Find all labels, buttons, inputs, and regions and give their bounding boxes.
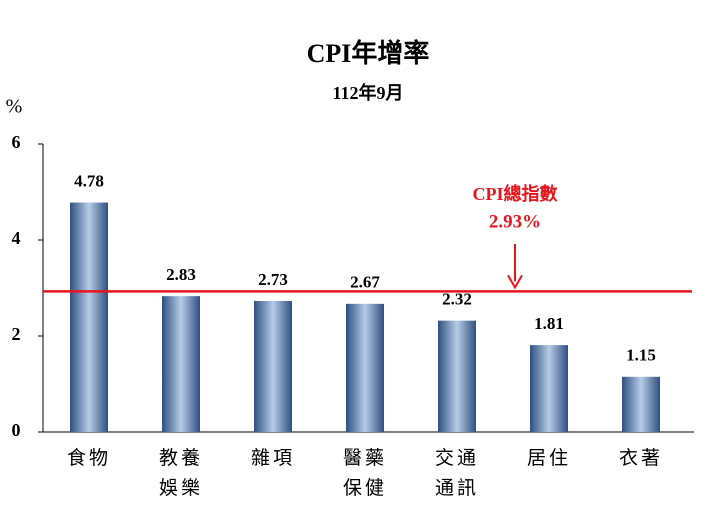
reference-value-label: 2.93%: [489, 211, 541, 232]
x-tick-line: 衣著: [619, 447, 663, 469]
x-tick-label: 衣著: [619, 447, 663, 469]
value-label: 4.78: [74, 171, 104, 190]
y-tick-label: 6: [12, 132, 21, 152]
bar: [622, 376, 660, 432]
y-tick-label: 4: [12, 228, 21, 248]
bar: [70, 202, 108, 432]
x-tick-line: 居住: [527, 447, 571, 469]
value-label: 1.15: [626, 346, 656, 365]
value-label: 1.81: [534, 314, 564, 333]
chart-title: CPI年增率: [307, 38, 430, 68]
x-tick-label: 交通通訊: [435, 447, 479, 499]
bar: [254, 300, 292, 432]
x-tick-line: 交通: [435, 447, 479, 469]
y-tick-label: 0: [12, 420, 21, 440]
x-tick-line: 醫藥: [343, 447, 387, 469]
chart-subtitle: 112年9月: [332, 82, 403, 103]
reference-arrowhead: [507, 274, 523, 290]
x-tick-line: 娛樂: [159, 477, 203, 499]
x-tick-line: 教養: [159, 447, 203, 469]
x-tick-label: 居住: [527, 447, 571, 469]
x-tick-line: 雜項: [251, 447, 295, 469]
x-tick-label: 醫藥保健: [343, 447, 387, 499]
x-tick-label: 食物: [67, 447, 111, 469]
value-label: 2.32: [442, 290, 472, 309]
bar: [438, 320, 476, 432]
value-label: 2.83: [166, 265, 196, 284]
x-tick-line: 通訊: [435, 477, 479, 499]
x-tick-label: 教養娛樂: [159, 447, 203, 499]
y-axis-label: %: [6, 96, 23, 118]
reference-label: CPI總指數: [473, 183, 558, 204]
x-tick-line: 保健: [343, 477, 387, 499]
value-label: 2.67: [350, 273, 380, 292]
x-tick-line: 食物: [67, 447, 111, 469]
bar: [346, 303, 384, 432]
bar: [530, 345, 568, 432]
value-label: 2.73: [258, 270, 288, 289]
x-tick-label: 雜項: [251, 447, 295, 469]
y-tick-label: 2: [12, 324, 21, 344]
bar: [162, 296, 200, 432]
